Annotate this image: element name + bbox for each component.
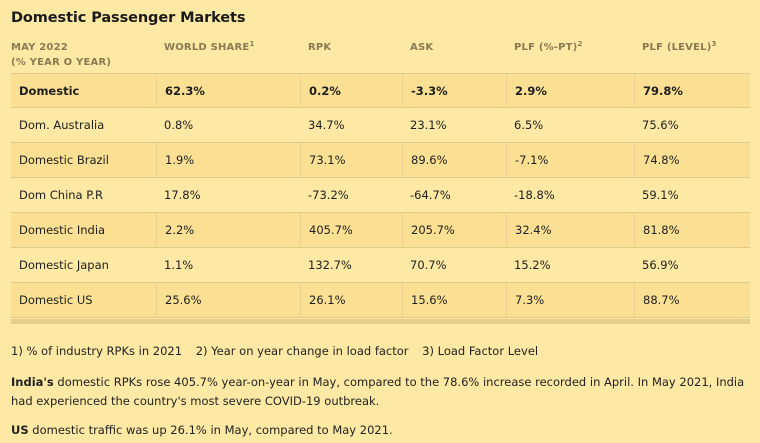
header-period-month: MAY 2022 — [11, 42, 68, 53]
cell-plf-level: 79.8% — [634, 74, 683, 109]
cell-plf-level: 74.8% — [634, 143, 680, 178]
cell-world-share: 0.8% — [164, 118, 194, 132]
cell-ask: -3.3% — [402, 74, 448, 109]
header-period-basis: (% YEAR O YEAR) — [11, 57, 112, 68]
table-row: Domestic Brazil 1.9% 73.1% 89.6% -7.1% 7… — [11, 143, 750, 178]
header-plf-pt-label: PLF (%-PT) — [514, 42, 578, 53]
table-row: Domestic India 2.2% 405.7% 205.7% 32.4% … — [11, 213, 750, 248]
footnote-1: 1) % of industry RPKs in 2021 — [11, 344, 183, 358]
cell-world-share: 25.6% — [156, 283, 202, 318]
table-row: Domestic Japan 1.1% 132.7% 70.7% 15.2% 5… — [11, 248, 750, 283]
footnotes: 1) % of industry RPKs in 2021 2) Year on… — [11, 344, 548, 358]
cell-plf-pt: 2.9% — [506, 74, 547, 109]
cell-plf-level: 59.1% — [642, 188, 679, 202]
cell-rpk: 405.7% — [300, 213, 353, 248]
markets-table: Domestic 62.3% 0.2% -3.3% 2.9% 79.8% Dom… — [11, 73, 750, 318]
cell-rpk: 0.2% — [300, 74, 341, 109]
header-world-share-label: WORLD SHARE — [164, 42, 250, 53]
cell-ask: 70.7% — [410, 258, 447, 272]
cell-plf-level: 88.7% — [634, 283, 680, 318]
cell-rpk: 26.1% — [300, 283, 346, 318]
paragraph-us-text: domestic traffic was up 26.1% in May, co… — [28, 423, 393, 437]
cell-rpk: 132.7% — [308, 258, 352, 272]
cell-plf-pt: -18.8% — [514, 188, 555, 202]
paragraph-india-text: domestic RPKs rose 405.7% year-on-year i… — [11, 375, 745, 408]
header-rpk: RPK — [308, 42, 332, 53]
cell-market: Domestic — [19, 84, 80, 98]
page-title: Domestic Passenger Markets — [11, 10, 246, 26]
footnote-2: 2) Year on year change in load factor — [195, 344, 409, 358]
table-row: Domestic US 25.6% 26.1% 15.6% 7.3% 88.7% — [11, 283, 750, 318]
cell-world-share: 17.8% — [164, 188, 201, 202]
cell-plf-level: 75.6% — [642, 118, 679, 132]
cell-plf-pt: 6.5% — [514, 118, 544, 132]
cell-market: Domestic Japan — [19, 258, 109, 272]
cell-plf-level: 81.8% — [634, 213, 680, 248]
paragraph-india: India's domestic RPKs rose 405.7% year-o… — [11, 373, 751, 411]
paragraph-india-lead: India's — [11, 375, 54, 389]
cell-market: Dom China P.R — [19, 188, 104, 202]
paragraph-us: US domestic traffic was up 26.1% in May,… — [11, 421, 751, 440]
cell-world-share: 62.3% — [156, 74, 205, 109]
cell-world-share: 1.9% — [156, 143, 194, 178]
cell-market: Dom. Australia — [19, 118, 105, 132]
header-world-share-sup: 1 — [249, 40, 255, 48]
header-plf-level-sup: 3 — [711, 40, 717, 48]
cell-rpk: 34.7% — [308, 118, 345, 132]
paragraph-us-lead: US — [11, 423, 29, 437]
cell-ask: 205.7% — [402, 213, 455, 248]
cell-plf-pt: 15.2% — [514, 258, 551, 272]
header-world-share: WORLD SHARE1 — [164, 40, 255, 70]
table-row: Dom. Australia 0.8% 34.7% 23.1% 6.5% 75.… — [11, 108, 750, 143]
cell-ask: -64.7% — [410, 188, 451, 202]
cell-plf-pt: 7.3% — [506, 283, 544, 318]
cell-market: Domestic India — [19, 223, 106, 237]
table-bottom-bar — [11, 319, 750, 324]
cell-world-share: 1.1% — [164, 258, 194, 272]
header-plf-level: PLF (LEVEL)3 — [642, 40, 717, 70]
header-plf-pt-sup: 2 — [577, 40, 583, 48]
header-ask: ASK — [410, 42, 434, 53]
table-row: Domestic 62.3% 0.2% -3.3% 2.9% 79.8% — [11, 73, 750, 109]
header-plf-pt: PLF (%-PT)2 — [514, 40, 583, 70]
cell-ask: 23.1% — [410, 118, 447, 132]
header-plf-level-label: PLF (LEVEL) — [642, 42, 712, 53]
cell-plf-level: 56.9% — [642, 258, 679, 272]
header-period: MAY 2022 (% YEAR O YEAR) — [11, 40, 111, 70]
cell-ask: 89.6% — [402, 143, 448, 178]
cell-ask: 15.6% — [402, 283, 448, 318]
cell-plf-pt: -7.1% — [506, 143, 548, 178]
table-row: Dom China P.R 17.8% -73.2% -64.7% -18.8%… — [11, 178, 750, 213]
cell-market: Domestic US — [19, 293, 93, 307]
footnote-3: 3) Load Factor Level — [422, 344, 539, 358]
cell-market: Domestic Brazil — [19, 153, 109, 167]
cell-world-share: 2.2% — [156, 213, 194, 248]
cell-rpk: 73.1% — [300, 143, 346, 178]
cell-rpk: -73.2% — [308, 188, 349, 202]
cell-plf-pt: 32.4% — [506, 213, 552, 248]
